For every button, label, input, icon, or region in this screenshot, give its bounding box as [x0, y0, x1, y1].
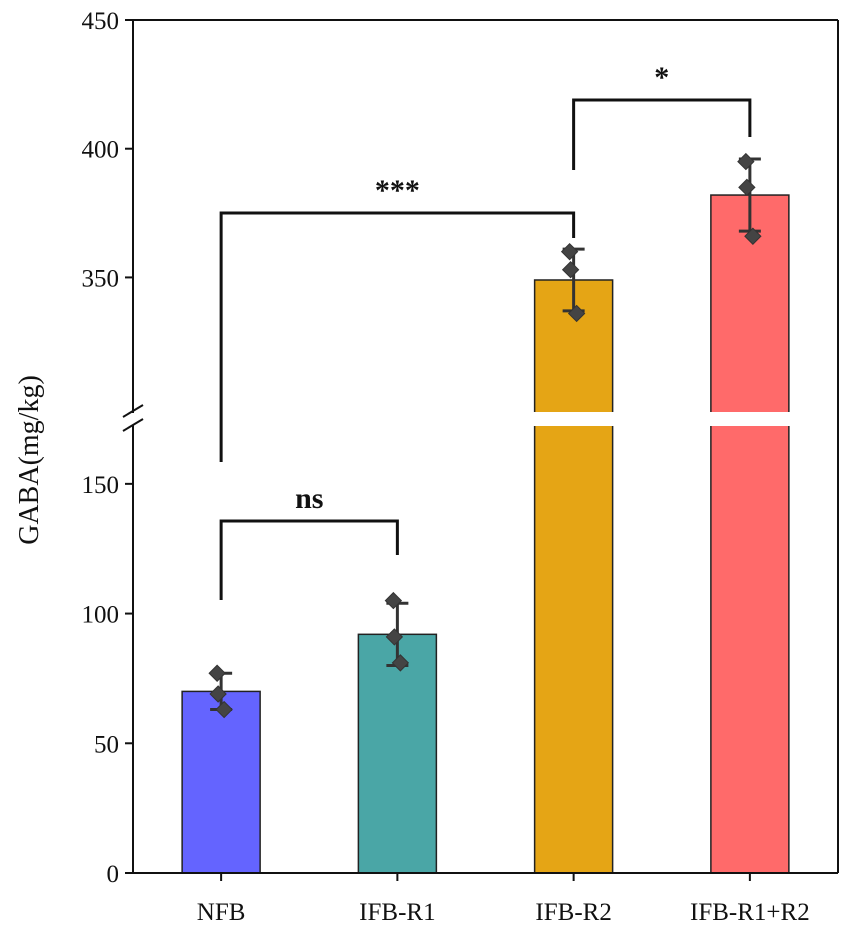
data-point — [567, 304, 586, 323]
bar-ifb-r1 — [357, 633, 438, 874]
significance-label: ns — [295, 482, 323, 515]
y-axis-label: GABA(mg/kg) — [14, 375, 45, 545]
data-point — [560, 242, 579, 261]
y-tick-label: 450 — [82, 8, 120, 35]
y-tick-label: 0 — [107, 861, 120, 888]
data-point — [744, 227, 762, 245]
bar-ifb-r2 — [533, 279, 614, 874]
data-point — [384, 591, 403, 610]
data-point — [391, 654, 410, 672]
data-points-layer — [208, 152, 762, 719]
y-tick-label: 350 — [82, 265, 120, 292]
x-tick-labels: NFB IFB-R1 IFB-R2 IFB-R1+R2 — [197, 873, 810, 926]
bar-ifb-r1-r2 — [710, 194, 790, 874]
bar-nfb — [181, 690, 261, 874]
x-tick-label: NFB — [197, 899, 246, 926]
significance-bracket — [219, 519, 399, 600]
axis-break-mark — [122, 404, 144, 418]
y-tick-label: 150 — [82, 472, 120, 499]
significance-label: * — [654, 61, 669, 94]
data-point — [738, 178, 756, 197]
axes-layer — [122, 19, 839, 874]
y-tick-labels: 0 50 100 150 350 400 450 — [82, 8, 133, 888]
x-tick-label: IFB-R2 — [535, 899, 611, 926]
significance-bracket — [572, 98, 752, 170]
y-tick-label: 50 — [94, 731, 119, 758]
significance-brackets: ns**** — [219, 61, 752, 600]
bars-layer — [181, 194, 790, 874]
significance-bracket — [219, 211, 576, 462]
x-tick-label: IFB-R1 — [359, 899, 435, 926]
significance-label: *** — [375, 174, 420, 207]
data-point — [737, 152, 755, 171]
y-tick-label: 400 — [82, 137, 120, 164]
data-point — [215, 700, 233, 719]
data-point — [385, 628, 404, 646]
error-bars-layer — [210, 157, 761, 712]
x-tick-label: IFB-R1+R2 — [690, 899, 810, 926]
data-point — [561, 260, 580, 279]
bar-break-gap — [531, 412, 616, 426]
data-point — [209, 685, 227, 703]
y-tick-label: 100 — [82, 602, 120, 629]
bar-break-gap — [707, 412, 792, 426]
axis-break-mark — [122, 418, 144, 432]
axis-break-gaps — [531, 412, 792, 426]
data-point — [208, 664, 226, 682]
